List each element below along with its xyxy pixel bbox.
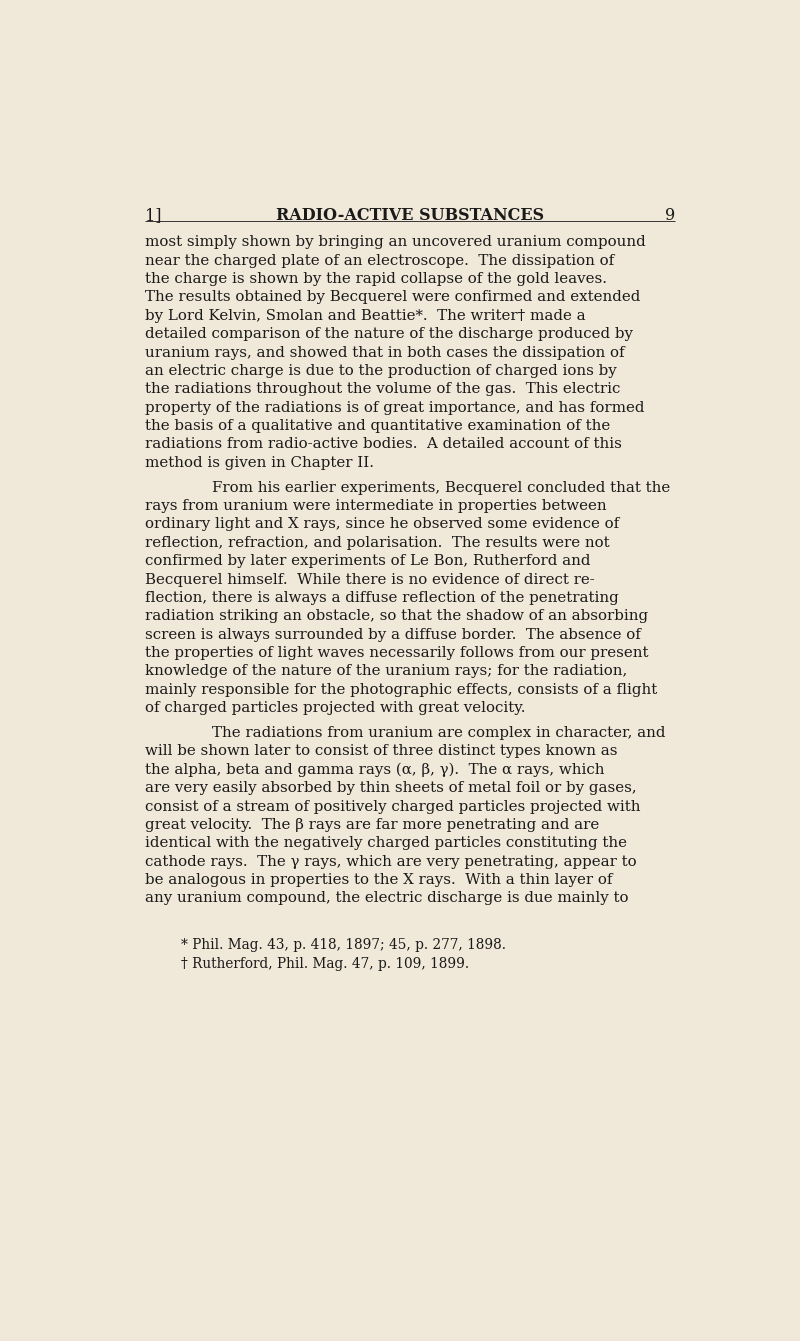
Text: any uranium compound, the electric discharge is due mainly to: any uranium compound, the electric disch…: [145, 892, 628, 905]
Text: From his earlier experiments, Becquerel concluded that the: From his earlier experiments, Becquerel …: [211, 480, 670, 495]
Text: the alpha, beta and gamma rays (α, β, γ).  The α rays, which: the alpha, beta and gamma rays (α, β, γ)…: [145, 763, 604, 778]
Text: consist of a stream of positively charged particles projected with: consist of a stream of positively charge…: [145, 799, 640, 814]
Text: RADIO-ACTIVE SUBSTANCES: RADIO-ACTIVE SUBSTANCES: [276, 208, 544, 224]
Text: * Phil. Mag. 43, p. 418, 1897; 45, p. 277, 1898.: * Phil. Mag. 43, p. 418, 1897; 45, p. 27…: [182, 939, 506, 952]
Text: screen is always surrounded by a diffuse border.  The absence of: screen is always surrounded by a diffuse…: [145, 628, 641, 642]
Text: the basis of a qualitative and quantitative examination of the: the basis of a qualitative and quantitat…: [145, 420, 610, 433]
Text: uranium rays, and showed that in both cases the dissipation of: uranium rays, and showed that in both ca…: [145, 346, 624, 359]
Text: near the charged plate of an electroscope.  The dissipation of: near the charged plate of an electroscop…: [145, 253, 614, 268]
Text: rays from uranium were intermediate in properties between: rays from uranium were intermediate in p…: [145, 499, 606, 514]
Text: an electric charge is due to the production of charged ions by: an electric charge is due to the product…: [145, 363, 616, 378]
Text: property of the radiations is of great importance, and has formed: property of the radiations is of great i…: [145, 401, 644, 414]
Text: the radiations throughout the volume of the gas.  This electric: the radiations throughout the volume of …: [145, 382, 620, 397]
Text: the charge is shown by the rapid collapse of the gold leaves.: the charge is shown by the rapid collaps…: [145, 272, 606, 286]
Text: The radiations from uranium are complex in character, and: The radiations from uranium are complex …: [211, 725, 665, 740]
Text: cathode rays.  The γ rays, which are very penetrating, appear to: cathode rays. The γ rays, which are very…: [145, 854, 636, 869]
Text: radiation striking an obstacle, so that the shadow of an absorbing: radiation striking an obstacle, so that …: [145, 609, 648, 624]
Text: most simply shown by bringing an uncovered uranium compound: most simply shown by bringing an uncover…: [145, 235, 646, 249]
Text: radiations from radio-active bodies.  A detailed account of this: radiations from radio-active bodies. A d…: [145, 437, 622, 452]
Text: identical with the negatively charged particles constituting the: identical with the negatively charged pa…: [145, 837, 626, 850]
Text: † Rutherford, Phil. Mag. 47, p. 109, 1899.: † Rutherford, Phil. Mag. 47, p. 109, 189…: [182, 956, 470, 971]
Text: the properties of light waves necessarily follows from our present: the properties of light waves necessaril…: [145, 646, 648, 660]
Text: The results obtained by Becquerel were confirmed and extended: The results obtained by Becquerel were c…: [145, 291, 640, 304]
Text: 9: 9: [665, 208, 675, 224]
Text: Becquerel himself.  While there is no evidence of direct re-: Becquerel himself. While there is no evi…: [145, 573, 594, 586]
Text: detailed comparison of the nature of the discharge produced by: detailed comparison of the nature of the…: [145, 327, 633, 341]
Text: reflection, refraction, and polarisation.  The results were not: reflection, refraction, and polarisation…: [145, 536, 610, 550]
Text: knowledge of the nature of the uranium rays; for the radiation,: knowledge of the nature of the uranium r…: [145, 664, 627, 679]
Text: 1]: 1]: [145, 208, 161, 224]
Text: method is given in Chapter II.: method is given in Chapter II.: [145, 456, 374, 469]
Text: flection, there is always a diffuse reflection of the penetrating: flection, there is always a diffuse refl…: [145, 591, 618, 605]
Text: will be shown later to consist of three distinct types known as: will be shown later to consist of three …: [145, 744, 617, 759]
Text: be analogous in properties to the X rays.  With a thin layer of: be analogous in properties to the X rays…: [145, 873, 612, 886]
Text: are very easily absorbed by thin sheets of metal foil or by gases,: are very easily absorbed by thin sheets …: [145, 782, 636, 795]
Text: mainly responsible for the photographic effects, consists of a flight: mainly responsible for the photographic …: [145, 683, 657, 697]
Text: confirmed by later experiments of Le Bon, Rutherford and: confirmed by later experiments of Le Bon…: [145, 554, 590, 569]
Text: ordinary light and X rays, since he observed some evidence of: ordinary light and X rays, since he obse…: [145, 518, 619, 531]
Text: of charged particles projected with great velocity.: of charged particles projected with grea…: [145, 701, 525, 715]
Text: by Lord Kelvin, Smolan and Beattie*.  The writer† made a: by Lord Kelvin, Smolan and Beattie*. The…: [145, 308, 586, 323]
Text: great velocity.  The β rays are far more penetrating and are: great velocity. The β rays are far more …: [145, 818, 599, 831]
